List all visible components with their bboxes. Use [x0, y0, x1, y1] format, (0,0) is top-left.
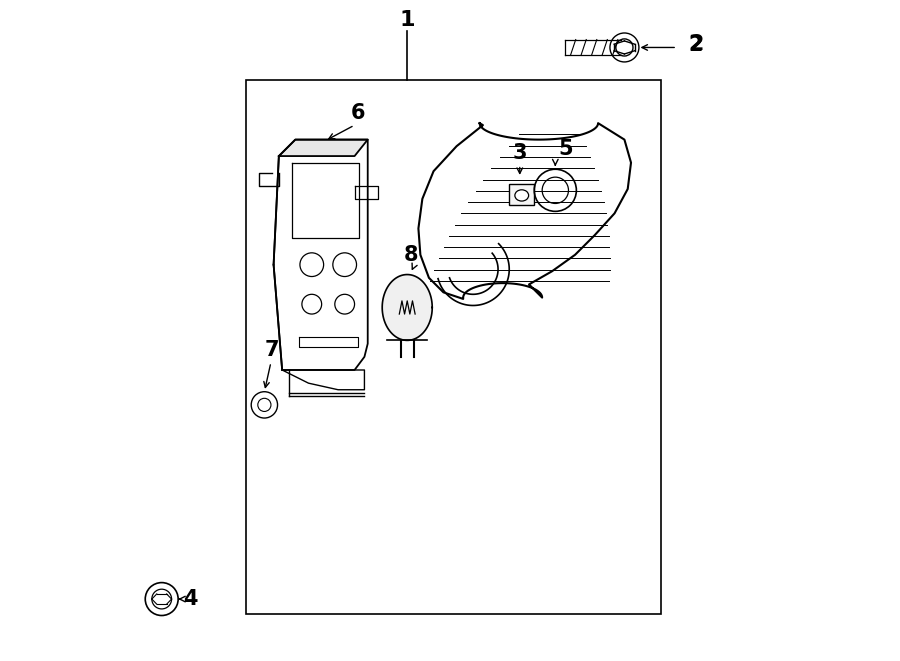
Polygon shape	[382, 274, 432, 340]
Text: 2: 2	[688, 34, 704, 54]
Text: 1: 1	[400, 10, 415, 30]
Text: 5: 5	[558, 139, 572, 159]
Ellipse shape	[515, 190, 528, 201]
Polygon shape	[279, 139, 368, 156]
Text: 8: 8	[403, 245, 418, 264]
Text: 4: 4	[184, 589, 198, 609]
Text: 7: 7	[265, 340, 280, 360]
Bar	[246, 81, 661, 613]
Text: 2: 2	[688, 35, 703, 55]
Text: 6: 6	[351, 103, 365, 123]
Text: 3: 3	[512, 143, 527, 163]
Bar	[509, 184, 535, 206]
